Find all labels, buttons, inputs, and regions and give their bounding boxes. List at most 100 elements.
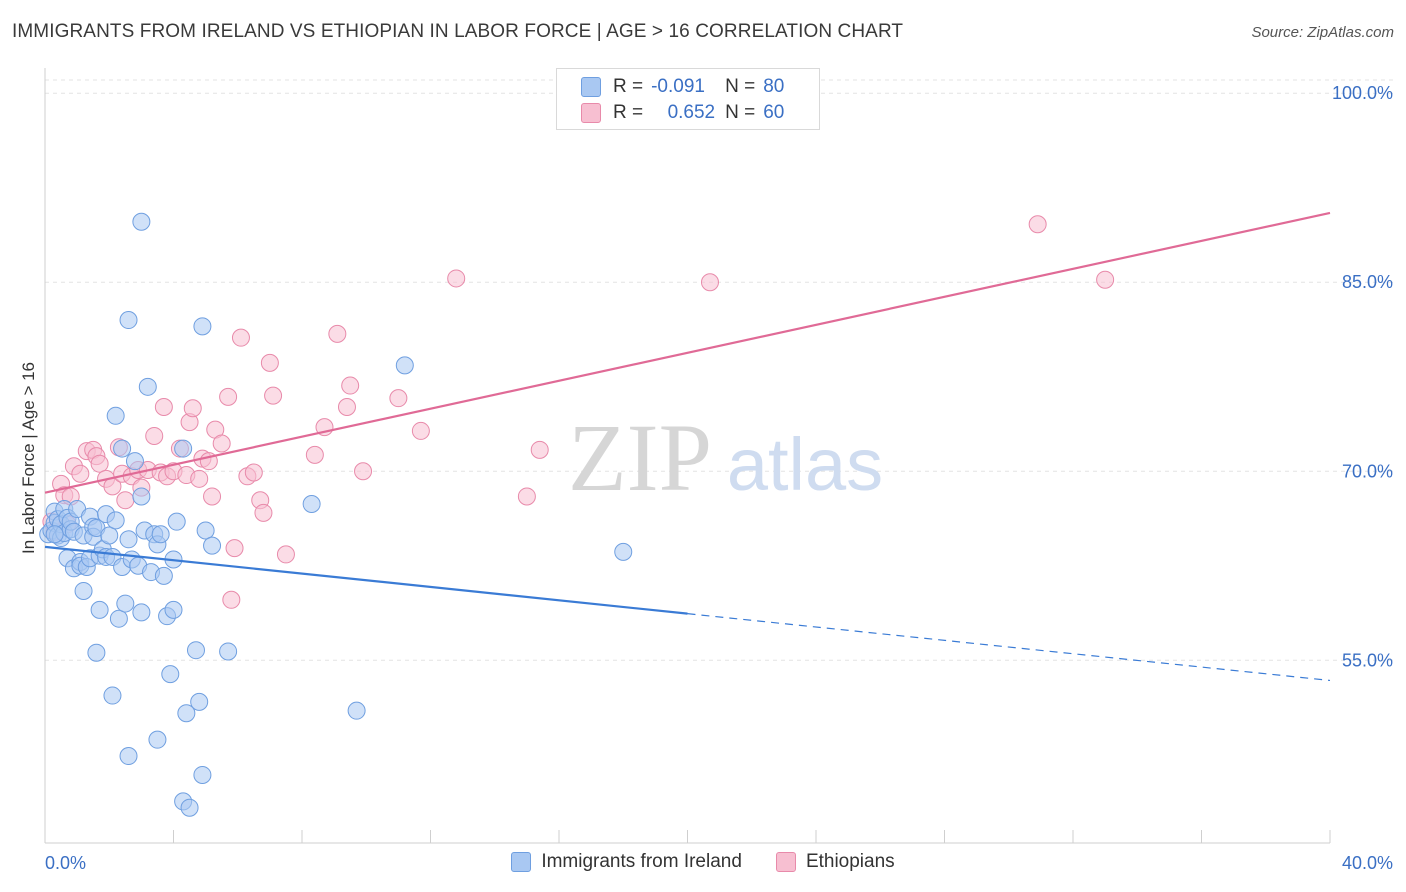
x-tick-label: 0.0%: [45, 853, 86, 873]
ireland-point: [74, 581, 93, 600]
ireland-point: [167, 512, 186, 531]
ethiopians-point: [389, 389, 408, 408]
ireland-point: [164, 600, 183, 619]
ireland-point: [347, 701, 366, 720]
legend-swatch-ethiopians: [775, 852, 796, 872]
r-value-ethiopians: 0.652: [667, 102, 716, 123]
ethiopians-point: [244, 463, 263, 482]
correlation-row-ethiopians: R = 0.652 N = 60: [581, 100, 784, 126]
y-axis-label: In Labor Force | Age > 16: [19, 362, 38, 554]
ireland-point: [161, 665, 180, 684]
ethiopians-point: [341, 376, 360, 395]
ireland-point: [90, 600, 109, 619]
ireland-point: [174, 439, 193, 458]
ireland-point: [119, 530, 138, 549]
y-tick-label: 100.0%: [1332, 83, 1393, 103]
ethiopians-point: [71, 464, 90, 483]
ireland-point: [190, 692, 209, 711]
ethiopians-point: [225, 539, 244, 558]
ireland-point: [119, 747, 138, 766]
ireland-trend-line: [44, 545, 688, 615]
ethiopians-trend-line: [44, 211, 1331, 494]
source-label: Source: ZipAtlas.com: [1251, 24, 1394, 41]
ethiopians-point: [254, 503, 273, 522]
ethiopians-point: [154, 397, 173, 416]
grid-lines: [45, 79, 1395, 661]
legend-item-ethiopians[interactable]: Ethiopians: [775, 851, 895, 873]
ireland-trend-extension: [687, 613, 1331, 682]
ireland-swatch: [581, 77, 601, 97]
ethiopians-point: [276, 545, 295, 564]
ireland-point: [177, 704, 196, 723]
ethiopians-point: [305, 445, 324, 464]
ireland-point: [219, 642, 238, 661]
legend-item-ireland[interactable]: Immigrants from Ireland: [511, 851, 742, 873]
y-tick-label: 55.0%: [1342, 650, 1393, 670]
ireland-point: [103, 686, 122, 705]
ethiopians-point: [183, 399, 202, 418]
ethiopians-point: [260, 353, 279, 372]
ethiopians-point: [1096, 270, 1115, 289]
ireland-point: [113, 439, 132, 458]
trend-lines: [44, 211, 1331, 682]
ethiopians-point: [517, 487, 536, 506]
series-legend: Immigrants from Ireland Ethiopians: [0, 851, 1406, 873]
ethiopians-point: [530, 440, 549, 459]
ethiopians-swatch: [581, 103, 601, 123]
r-label: R =: [613, 76, 644, 97]
ireland-point: [132, 212, 151, 231]
x-tick-labels: 0.0% 40.0%: [45, 853, 1393, 873]
ethiopians-point: [190, 469, 209, 488]
legend-label-ethiopians: Ethiopians: [805, 851, 895, 872]
ireland-point: [116, 594, 135, 613]
ethiopians-point: [231, 328, 250, 347]
ireland-point: [302, 495, 321, 514]
legend-swatch-ireland: [511, 852, 532, 872]
axes: [44, 68, 1331, 844]
ireland-point: [151, 525, 170, 544]
ethiopians-point: [447, 269, 466, 288]
n-value-ireland: 80: [763, 76, 785, 97]
ireland-point: [45, 525, 64, 544]
y-tick-label: 70.0%: [1342, 461, 1393, 481]
ethiopians-point: [145, 426, 164, 445]
ireland-points: [39, 212, 633, 817]
ethiopians-point: [222, 590, 241, 609]
ireland-point: [148, 730, 167, 749]
ireland-point: [193, 317, 212, 336]
ireland-point: [132, 487, 151, 506]
ethiopians-point: [90, 454, 109, 473]
correlation-row-ireland: R = -0.091 N = 80: [581, 74, 784, 100]
legend-label-ireland: Immigrants from Ireland: [541, 851, 742, 872]
n-value-ethiopians: 60: [763, 102, 785, 123]
ethiopians-point: [411, 421, 430, 440]
ireland-point: [154, 566, 173, 585]
n-label: N =: [725, 102, 756, 123]
x-tick-label: 40.0%: [1342, 853, 1393, 873]
r-value-ireland: -0.091: [651, 76, 705, 97]
watermark-zip: ZIP: [568, 404, 712, 511]
ireland-point: [119, 311, 138, 330]
ireland-point: [193, 765, 212, 784]
ethiopians-point: [354, 462, 373, 481]
watermark: ZIP atlas: [568, 404, 883, 511]
ireland-point: [203, 536, 222, 555]
ethiopians-point: [337, 397, 356, 416]
n-label: N =: [725, 76, 756, 97]
ethiopians-point: [116, 491, 135, 510]
ethiopians-point: [219, 387, 238, 406]
ireland-point: [87, 643, 106, 662]
ireland-point: [138, 377, 157, 396]
ireland-point: [186, 641, 205, 660]
correlation-legend: R = -0.091 N = 80 R = 0.652 N = 60: [556, 68, 820, 130]
ethiopians-point: [264, 386, 283, 405]
y-tick-label: 85.0%: [1342, 272, 1393, 292]
r-label: R =: [613, 102, 644, 123]
ireland-point: [109, 609, 128, 628]
ireland-point: [395, 356, 414, 375]
chart-title: IMMIGRANTS FROM IRELAND VS ETHIOPIAN IN …: [12, 21, 904, 42]
ethiopians-point: [700, 273, 719, 292]
ireland-point: [106, 406, 125, 425]
ireland-point: [106, 511, 125, 530]
